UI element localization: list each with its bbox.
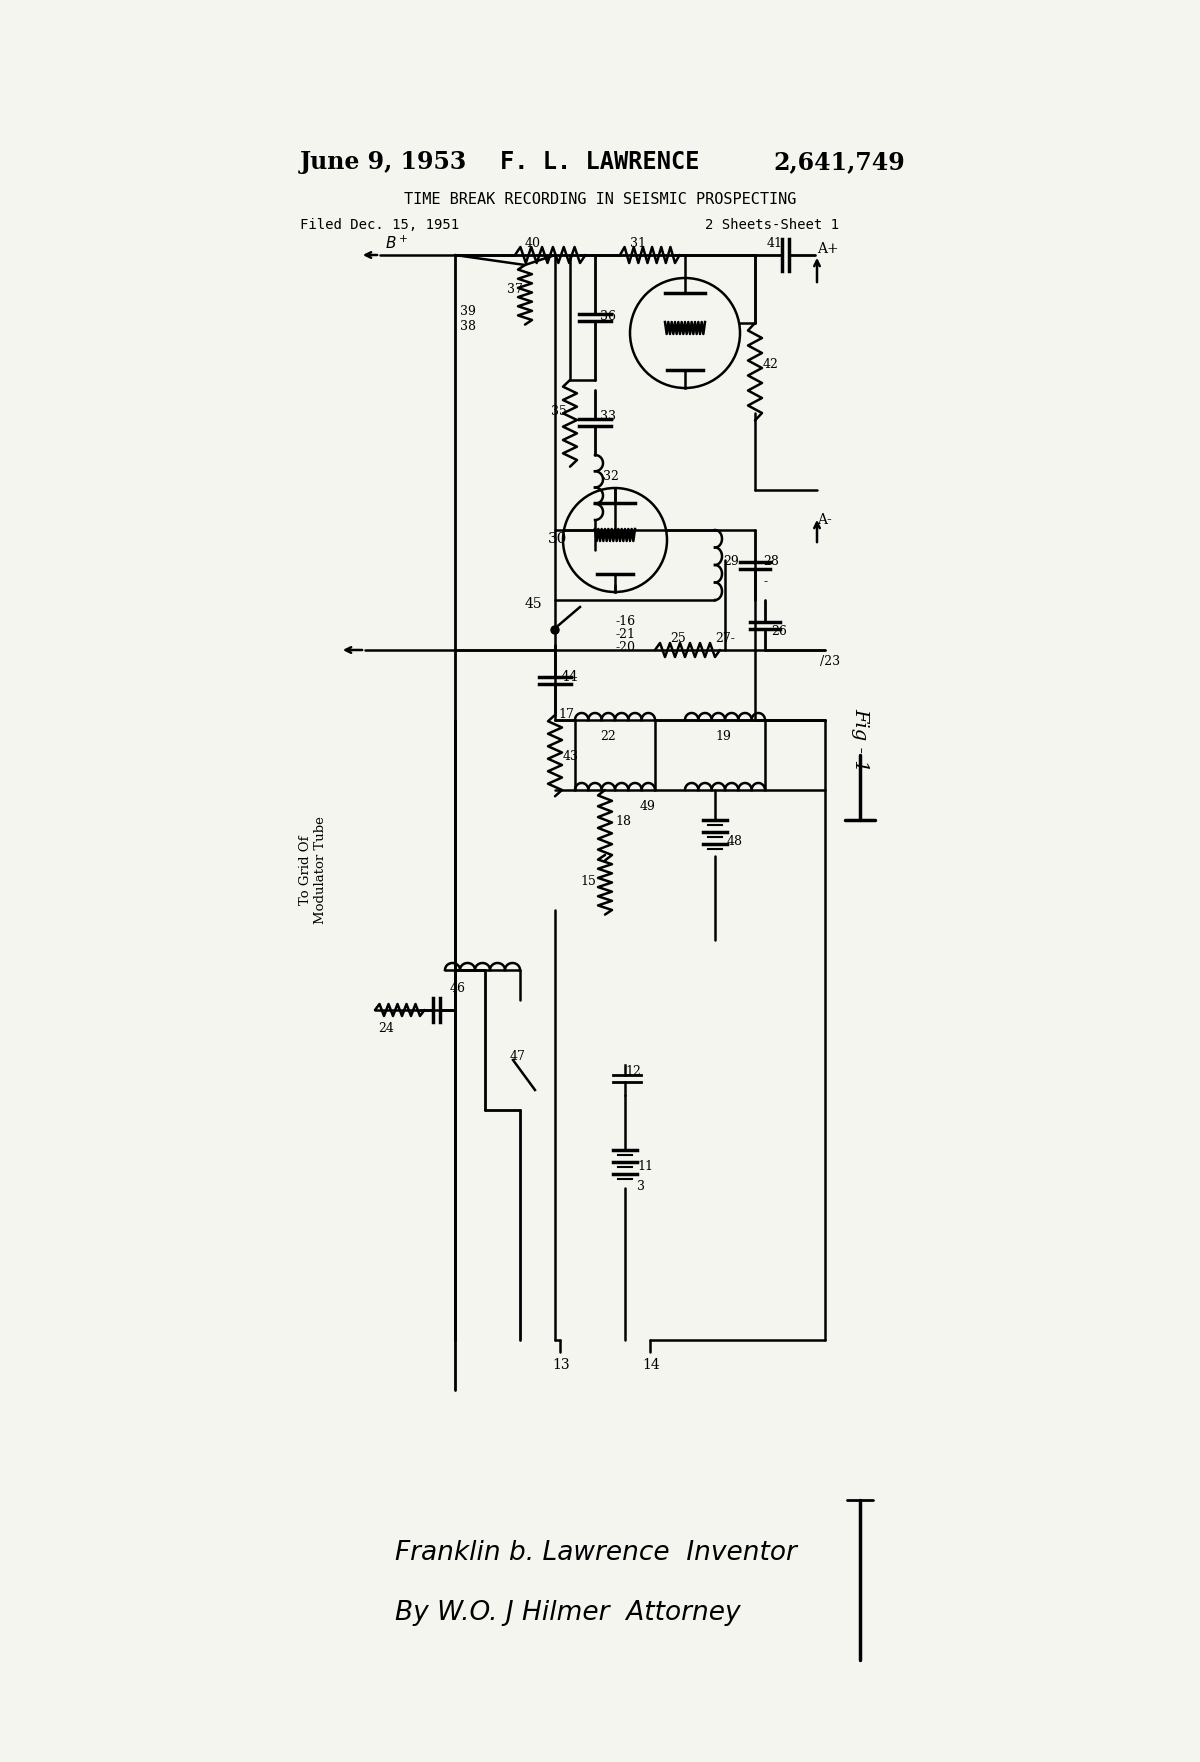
Text: TIME BREAK RECORDING IN SEISMIC PROSPECTING: TIME BREAK RECORDING IN SEISMIC PROSPECT… — [404, 192, 796, 206]
Text: A+: A+ — [817, 241, 839, 255]
Text: 19: 19 — [715, 729, 731, 744]
Text: 30: 30 — [548, 532, 568, 546]
Text: Filed Dec. 15, 1951: Filed Dec. 15, 1951 — [300, 218, 460, 233]
Text: Fig - 1: Fig - 1 — [851, 708, 869, 772]
Text: 24: 24 — [378, 1022, 394, 1034]
Text: 22: 22 — [600, 729, 616, 744]
Text: 31: 31 — [630, 238, 646, 250]
Text: June 9, 1953: June 9, 1953 — [300, 150, 467, 174]
Text: 11: 11 — [637, 1159, 653, 1173]
Text: 35: 35 — [551, 405, 566, 418]
Text: 25: 25 — [670, 633, 685, 645]
Text: -20: -20 — [616, 641, 635, 654]
Text: 36: 36 — [600, 310, 616, 322]
Text: 37: 37 — [508, 284, 523, 296]
Text: 17: 17 — [558, 708, 574, 721]
Text: 18: 18 — [616, 816, 631, 828]
Text: 47: 47 — [510, 1050, 526, 1062]
Text: 27-: 27- — [715, 633, 734, 645]
Text: 14: 14 — [642, 1359, 660, 1373]
Text: 42: 42 — [763, 358, 779, 372]
Text: 49: 49 — [640, 800, 656, 812]
Text: $B^+$: $B^+$ — [385, 234, 408, 252]
Text: F. L. LAWRENCE: F. L. LAWRENCE — [500, 150, 700, 174]
Text: /23: /23 — [820, 655, 840, 668]
Text: 45: 45 — [526, 597, 542, 611]
Text: 46: 46 — [450, 981, 466, 996]
Text: To Grid Of
Modulator Tube: To Grid Of Modulator Tube — [299, 816, 328, 923]
Circle shape — [551, 626, 559, 634]
Text: 41: 41 — [767, 238, 784, 250]
Text: 2,641,749: 2,641,749 — [773, 150, 905, 174]
Text: 33: 33 — [600, 411, 616, 423]
Text: 2 Sheets-Sheet 1: 2 Sheets-Sheet 1 — [706, 218, 839, 233]
Text: 39
38: 39 38 — [460, 305, 476, 333]
Text: -: - — [763, 574, 767, 589]
Text: 43: 43 — [563, 751, 580, 763]
Text: 13: 13 — [552, 1359, 570, 1373]
Text: 3: 3 — [637, 1181, 646, 1193]
Text: 29: 29 — [722, 555, 739, 567]
Text: 40: 40 — [526, 238, 541, 250]
Text: 28: 28 — [763, 555, 779, 567]
Text: By W.O. J Hilmer  Attorney: By W.O. J Hilmer Attorney — [395, 1600, 740, 1626]
Text: 26: 26 — [772, 626, 787, 638]
Text: 15: 15 — [580, 876, 596, 888]
Text: 32: 32 — [604, 470, 619, 483]
Text: 48: 48 — [727, 835, 743, 848]
Text: A-: A- — [817, 513, 832, 527]
Text: -21: -21 — [616, 627, 635, 641]
Text: -16: -16 — [616, 615, 635, 627]
Text: 44: 44 — [562, 670, 578, 684]
Text: Franklin b. Lawrence  Inventor: Franklin b. Lawrence Inventor — [395, 1540, 797, 1566]
Text: 12: 12 — [625, 1064, 641, 1078]
